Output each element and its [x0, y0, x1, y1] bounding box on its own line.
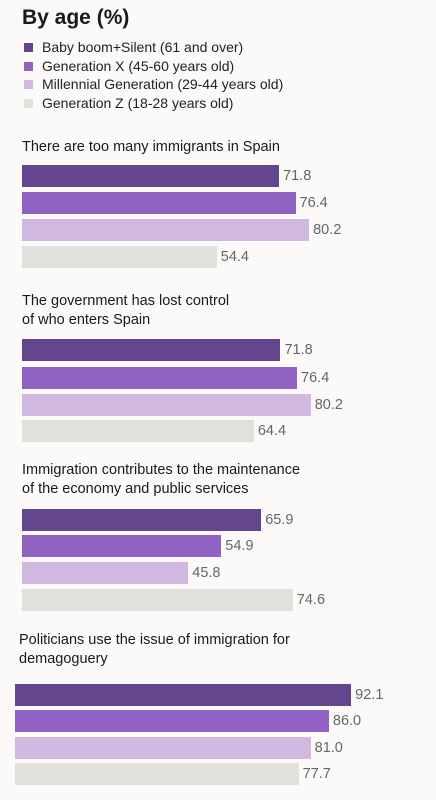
- bar-value-label: 54.4: [220, 249, 249, 265]
- bar-value-label: 76.4: [301, 370, 330, 386]
- legend-swatch: [24, 61, 33, 71]
- legend-item: Millennial Generation (29-44 years old): [24, 75, 283, 94]
- legend-label: Generation X (45-60 years old): [42, 57, 235, 74]
- bar: [22, 192, 296, 214]
- bar: [22, 339, 281, 361]
- bar: [22, 219, 310, 241]
- chart-title: By age (%): [22, 6, 130, 29]
- bar-value-label: 71.8: [284, 342, 313, 358]
- bar: [22, 589, 293, 611]
- legend-label: Baby boom+Silent (61 and over): [42, 39, 244, 56]
- legend-label: Generation Z (18-28 years old): [42, 94, 234, 111]
- bar: [22, 509, 262, 531]
- panel-title: There are too many immigrants in Spain: [22, 139, 280, 155]
- bar: [15, 710, 329, 732]
- legend-label: Millennial Generation (29-44 years old): [42, 76, 284, 93]
- bar: [22, 562, 189, 584]
- panel-title: Politicians use the issue of immigration…: [19, 632, 290, 667]
- bar-value-label: 77.7: [302, 766, 331, 782]
- bar-value-label: 80.2: [313, 222, 342, 238]
- legend-item: Generation Z (18-28 years old): [24, 94, 283, 113]
- bar-value-label: 81.0: [314, 740, 343, 756]
- bar-value-label: 86.0: [332, 713, 362, 729]
- bar-value-label: 65.9: [265, 512, 294, 528]
- bar-value-label: 92.1: [355, 687, 384, 703]
- bar-value-label: 74.6: [296, 592, 326, 608]
- panel-title: Immigration contributes to the maintenan…: [22, 462, 301, 497]
- bar: [22, 535, 222, 557]
- legend-swatch: [24, 80, 33, 90]
- bar-value-label: 64.4: [257, 423, 287, 439]
- bar: [22, 394, 311, 416]
- bar: [15, 737, 311, 759]
- legend: Baby boom+Silent (61 and over) Generation…: [24, 38, 283, 112]
- bar: [22, 367, 298, 389]
- bar-value-label: 54.9: [225, 538, 254, 554]
- bar: [15, 763, 299, 785]
- panel-title: The government has lost control of who en…: [22, 293, 230, 328]
- legend-swatch: [24, 43, 33, 53]
- bar: [22, 165, 280, 187]
- legend-swatch: [24, 98, 33, 108]
- legend-item: Baby boom+Silent (61 and over): [24, 38, 283, 57]
- bar: [15, 684, 352, 706]
- bar-value-label: 71.8: [283, 168, 312, 184]
- bar-value-label: 76.4: [299, 195, 328, 211]
- bar-value-label: 80.2: [314, 397, 343, 413]
- bar: [22, 246, 217, 268]
- bar-value-label: 45.8: [192, 565, 221, 581]
- bar: [22, 420, 254, 442]
- legend-item: Generation X (45-60 years old): [24, 57, 283, 76]
